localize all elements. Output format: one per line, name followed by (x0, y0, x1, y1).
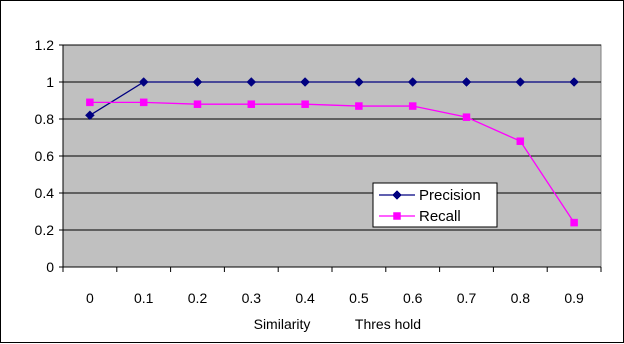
data-point (516, 137, 525, 145)
data-point (139, 98, 148, 107)
data-point (193, 100, 202, 108)
x-tick-label: 0.5 (349, 290, 369, 306)
x-axis-title: Similarity Thres hold (254, 316, 421, 332)
series-recall (86, 98, 578, 227)
legend: Precision Recall (372, 182, 498, 228)
y-tick-label: 0 (46, 259, 54, 275)
legend-label: Recall (419, 208, 461, 225)
legend-item-precision: Precision (379, 187, 481, 204)
x-axis-title-part: Thres hold (355, 316, 421, 332)
x-tick-label: 0.8 (511, 290, 531, 306)
legend-label: Precision (419, 187, 481, 204)
legend-items: Precision Recall (379, 187, 481, 225)
series-precision (85, 77, 579, 121)
data-point (569, 77, 579, 87)
x-tick-label: 0 (86, 290, 94, 306)
data-point (246, 77, 257, 87)
series-line (89, 81, 575, 116)
x-axis-title-part: Similarity (254, 316, 311, 332)
data-point (462, 113, 471, 121)
data-point (192, 77, 203, 87)
data-point (515, 77, 526, 87)
data-point (407, 77, 418, 87)
x-tick-label: 0.2 (188, 290, 208, 306)
y-axis: 0 0.2 0.4 0.6 0.8 1 1.2 (35, 37, 64, 275)
data-point (301, 100, 309, 108)
data-point (138, 77, 149, 87)
x-axis: 0 0.1 0.2 0.3 0.4 0.5 0.6 0.7 0.8 0.9 (62, 266, 602, 306)
data-point (392, 190, 402, 200)
data-point (300, 77, 310, 87)
y-tick-label: 1 (46, 74, 54, 90)
x-tick-label: 0.9 (564, 290, 584, 306)
y-tick-label: 0.4 (35, 185, 55, 201)
legend-item-recall: Recall (379, 208, 461, 225)
x-tick-label: 0.6 (403, 290, 423, 306)
x-tick-label: 0.3 (242, 290, 262, 306)
x-tick-label: 0.4 (295, 290, 315, 306)
series-layer (85, 77, 579, 227)
data-point (85, 110, 95, 121)
y-tick-label: 1.2 (35, 37, 55, 53)
x-tick-label: 0.1 (134, 290, 154, 306)
data-point (408, 102, 417, 110)
data-point (247, 100, 256, 108)
data-point (461, 77, 472, 87)
data-point (354, 77, 364, 87)
data-point (570, 218, 578, 227)
data-point (355, 102, 363, 110)
y-tick-label: 0.6 (35, 148, 55, 164)
data-point (393, 212, 401, 220)
data-point (86, 98, 94, 107)
y-tick-label: 0.8 (35, 111, 55, 127)
x-tick-label: 0.7 (457, 290, 477, 306)
series-line (89, 101, 575, 223)
y-tick-label: 0.2 (35, 222, 55, 238)
